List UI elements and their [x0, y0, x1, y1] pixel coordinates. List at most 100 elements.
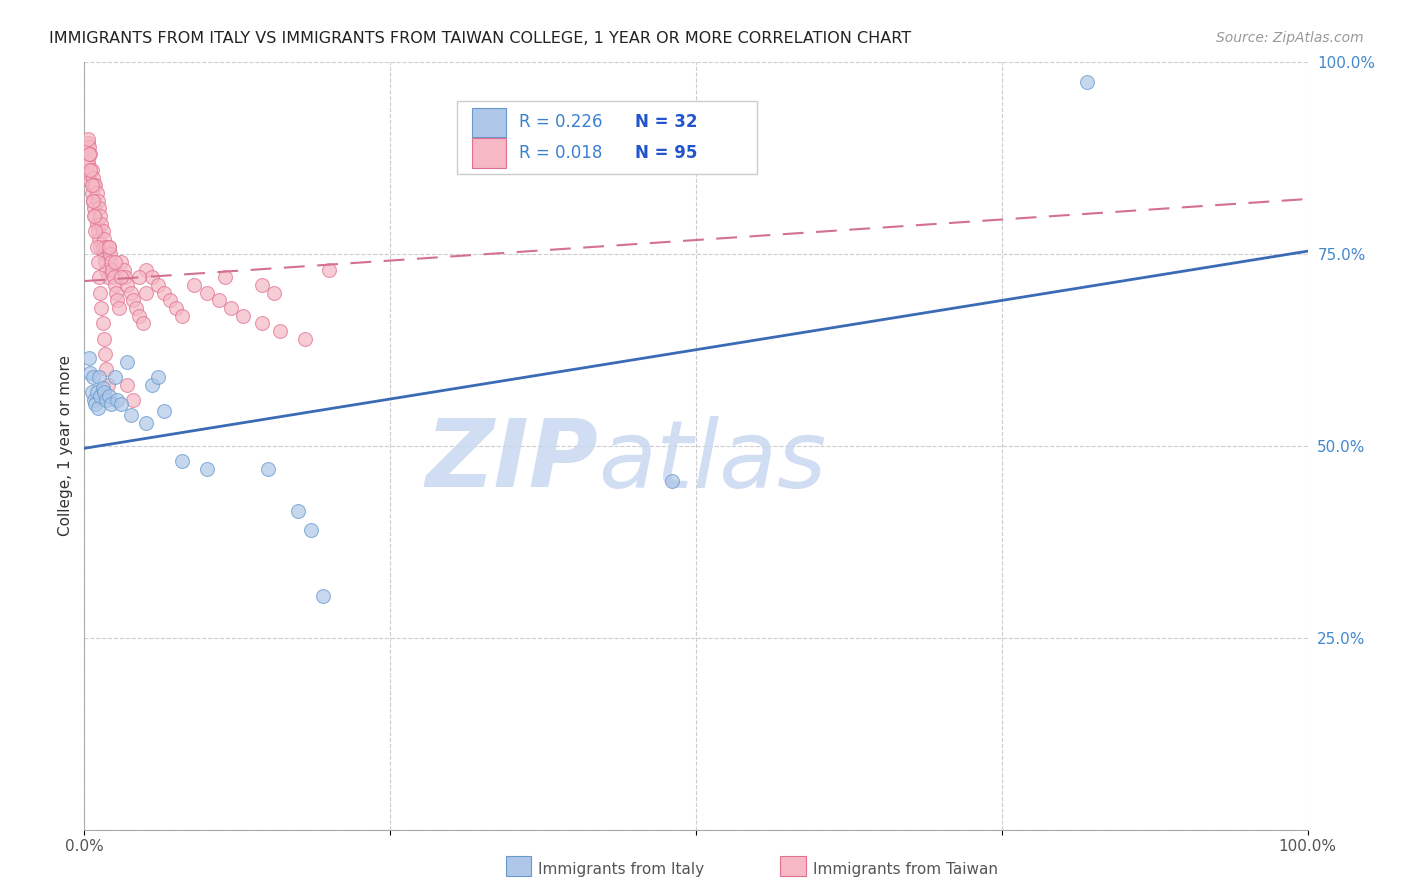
- Point: [93, 332, 115, 346]
- Point: [125, 301, 148, 315]
- Point: [77, 155, 100, 169]
- Point: [77, 132, 100, 146]
- Point: [257, 462, 280, 476]
- Point: [115, 354, 138, 368]
- Point: [114, 270, 136, 285]
- Point: [82, 194, 104, 208]
- Point: [263, 285, 285, 300]
- Point: [96, 362, 118, 376]
- Point: [214, 270, 236, 285]
- Point: [91, 316, 114, 330]
- Point: [79, 147, 101, 161]
- Point: [83, 392, 105, 407]
- Point: [107, 301, 129, 315]
- Text: atlas: atlas: [598, 416, 827, 507]
- Point: [80, 385, 103, 400]
- Point: [98, 247, 121, 261]
- Point: [84, 224, 107, 238]
- Point: [294, 332, 316, 346]
- Point: [77, 147, 100, 161]
- Point: [90, 217, 112, 231]
- Point: [96, 392, 118, 407]
- Point: [97, 377, 120, 392]
- Point: [250, 316, 273, 330]
- Point: [110, 397, 132, 411]
- Point: [183, 277, 205, 292]
- Text: Immigrants from Italy: Immigrants from Italy: [538, 863, 704, 877]
- Point: [105, 392, 128, 407]
- Point: [80, 186, 103, 200]
- Point: [110, 255, 132, 269]
- Point: [77, 140, 100, 154]
- Point: [82, 170, 104, 185]
- Point: [96, 262, 118, 277]
- Point: [135, 416, 157, 430]
- Point: [115, 277, 138, 292]
- Point: [83, 209, 105, 223]
- Point: [101, 262, 124, 277]
- Point: [122, 293, 145, 308]
- Point: [80, 178, 103, 193]
- Point: [86, 385, 108, 400]
- Point: [110, 270, 132, 285]
- Point: [89, 209, 111, 223]
- Point: [153, 285, 176, 300]
- Point: [250, 277, 273, 292]
- Point: [91, 382, 114, 396]
- Point: [135, 262, 157, 277]
- Text: R = 0.226: R = 0.226: [519, 113, 602, 131]
- Point: [94, 347, 117, 361]
- Point: [312, 589, 335, 603]
- Point: [132, 316, 155, 330]
- Point: [287, 504, 309, 518]
- Point: [97, 239, 120, 253]
- Point: [1076, 74, 1098, 88]
- Point: [89, 239, 111, 253]
- Point: [219, 301, 242, 315]
- Point: [100, 397, 122, 411]
- Point: [77, 167, 100, 181]
- Point: [96, 239, 118, 253]
- Point: [128, 270, 150, 285]
- Text: IMMIGRANTS FROM ITALY VS IMMIGRANTS FROM TAIWAN COLLEGE, 1 YEAR OR MORE CORRELAT: IMMIGRANTS FROM ITALY VS IMMIGRANTS FROM…: [49, 31, 911, 46]
- Point: [97, 239, 120, 253]
- Text: Immigrants from Taiwan: Immigrants from Taiwan: [813, 863, 998, 877]
- Point: [76, 155, 98, 169]
- Point: [87, 255, 110, 269]
- Point: [135, 285, 157, 300]
- Point: [112, 262, 135, 277]
- Bar: [472, 108, 506, 136]
- Point: [84, 397, 107, 411]
- Point: [87, 232, 110, 246]
- Point: [195, 462, 218, 476]
- Point: [172, 454, 194, 468]
- Point: [79, 366, 101, 380]
- Point: [87, 201, 110, 215]
- Point: [318, 262, 340, 277]
- Point: [79, 162, 101, 177]
- Point: [77, 351, 100, 365]
- Point: [100, 255, 122, 269]
- Point: [122, 392, 145, 407]
- Point: [661, 474, 683, 488]
- Point: [84, 178, 107, 193]
- Point: [105, 285, 128, 300]
- Point: [97, 389, 120, 403]
- Point: [172, 309, 194, 323]
- Point: [105, 293, 128, 308]
- Point: [299, 524, 322, 538]
- Point: [86, 239, 108, 253]
- Text: Source: ZipAtlas.com: Source: ZipAtlas.com: [1216, 31, 1364, 45]
- Point: [141, 377, 163, 392]
- Point: [87, 401, 110, 415]
- Point: [269, 324, 291, 338]
- Point: [93, 247, 115, 261]
- Point: [90, 301, 112, 315]
- Bar: [472, 138, 506, 168]
- Point: [120, 409, 142, 423]
- Point: [97, 270, 120, 285]
- Point: [83, 178, 105, 193]
- Point: [104, 255, 127, 269]
- Point: [146, 370, 169, 384]
- Y-axis label: College, 1 year or more: College, 1 year or more: [58, 356, 73, 536]
